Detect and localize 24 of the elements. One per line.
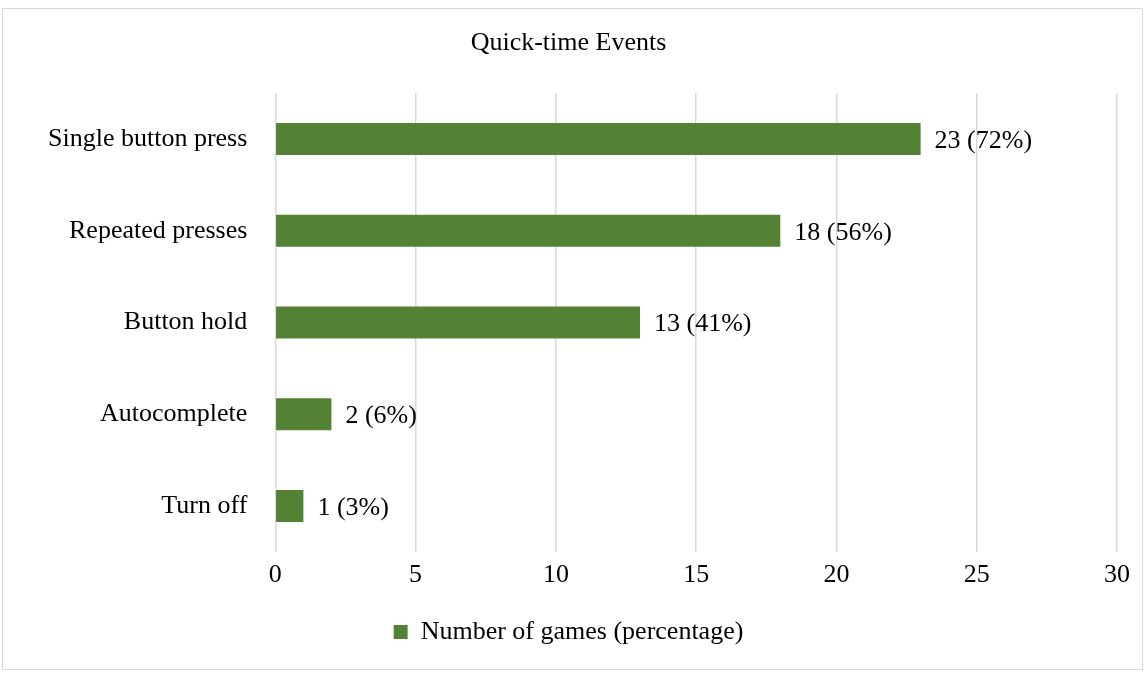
data-label: 13 (41%) [654,308,752,338]
y-tick-label: Turn off [161,489,248,519]
y-tick-label: Autocomplete [100,398,248,428]
x-tick-label: 10 [542,559,569,589]
data-label: 1 (3%) [317,491,389,521]
bar [276,489,304,522]
y-tick-label: Button hold [123,306,248,336]
bar [276,306,641,339]
data-label: 18 (56%) [794,216,892,246]
y-tick-label: Repeated presses [69,214,248,244]
x-tick-label: 15 [683,559,710,589]
x-tick-label: 20 [823,559,850,589]
x-tick-label: 0 [268,559,282,589]
bar [276,398,332,431]
x-tick-label: 5 [409,559,423,589]
bar [276,123,921,156]
chart-title: Quick-time Events [470,27,667,57]
data-label: 2 (6%) [345,400,417,430]
bar [276,214,781,247]
data-label: 23 (72%) [934,124,1033,154]
x-tick-label: 30 [1104,559,1130,589]
y-tick-label: Single button press [47,122,248,152]
x-tick-label: 25 [963,559,990,589]
legend-label: Number of games (percentage) [420,615,744,645]
